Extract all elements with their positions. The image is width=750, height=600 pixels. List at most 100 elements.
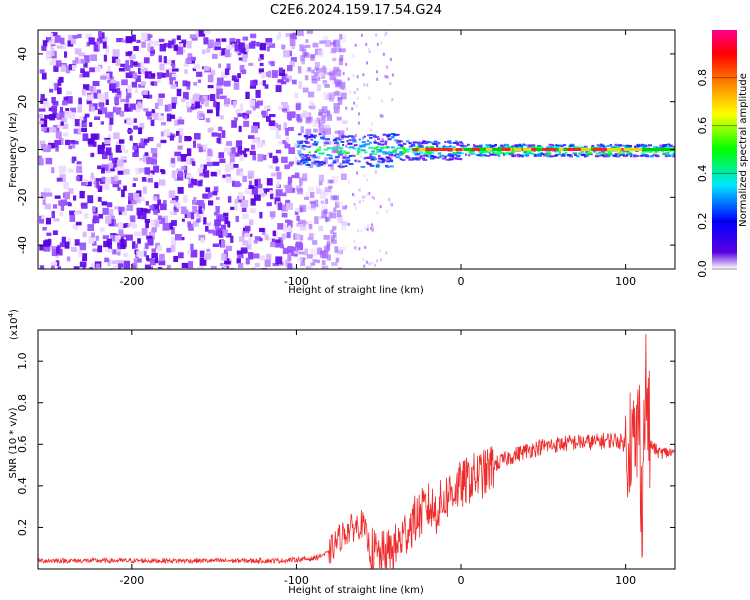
spectrogram-x-axis: -200 -100 0 100 bbox=[119, 30, 636, 288]
heatmap-noise-cell bbox=[98, 214, 104, 219]
heatmap-noise-cell bbox=[281, 44, 286, 50]
heatmap-band-cell bbox=[318, 133, 322, 136]
heatmap-noise-cell bbox=[199, 170, 204, 177]
heatmap-band-cell bbox=[514, 145, 519, 148]
heatmap-noise-cell bbox=[159, 203, 167, 211]
heatmap-band-cell bbox=[377, 154, 381, 157]
heatmap-noise-cell bbox=[338, 58, 343, 66]
heatmap-noise-cell bbox=[147, 238, 154, 246]
heatmap-band-cell bbox=[386, 160, 390, 163]
x-tick-label: -200 bbox=[119, 574, 144, 587]
heatmap-scatter-cell bbox=[380, 41, 383, 45]
heatmap-noise-cell bbox=[321, 204, 328, 211]
heatmap-noise-cell bbox=[275, 189, 283, 196]
heatmap-noise-cell bbox=[314, 216, 319, 225]
heatmap-band-cell bbox=[439, 151, 442, 154]
heatmap-noise-cell bbox=[61, 236, 66, 244]
heatmap-band-cell bbox=[310, 134, 314, 137]
heatmap-band-cell bbox=[401, 140, 404, 143]
heatmap-noise-cell bbox=[176, 88, 182, 97]
heatmap-noise-cell bbox=[103, 54, 107, 62]
heatmap-noise-cell bbox=[138, 84, 145, 88]
heatmap-band-cell bbox=[483, 154, 487, 157]
heatmap-band-cell bbox=[420, 146, 425, 149]
heatmap-noise-cell bbox=[309, 100, 313, 105]
heatmap-noise-cell bbox=[150, 219, 158, 227]
heatmap-noise-cell bbox=[317, 76, 321, 81]
heatmap-band-cell bbox=[360, 165, 366, 168]
heatmap-noise-cell bbox=[283, 50, 290, 58]
heatmap-noise-cell bbox=[41, 144, 47, 151]
heatmap-band-cell bbox=[602, 145, 606, 148]
heatmap-band-cell bbox=[439, 154, 444, 157]
heatmap-noise-cell bbox=[120, 156, 128, 160]
heatmap-noise-cell bbox=[300, 261, 306, 266]
heatmap-band-cell bbox=[322, 161, 326, 164]
heatmap-noise-cell bbox=[111, 88, 119, 93]
heatmap-noise-cell bbox=[224, 68, 230, 75]
heatmap-band-cell bbox=[357, 160, 361, 163]
heatmap-noise-cell bbox=[195, 101, 200, 109]
heatmap-noise-cell bbox=[198, 214, 202, 223]
heatmap-noise-cell bbox=[330, 235, 335, 241]
heatmap-noise-cell bbox=[202, 144, 208, 150]
heatmap-noise-cell bbox=[316, 188, 322, 194]
heatmap-band-cell bbox=[505, 146, 510, 149]
heatmap-peak-cell bbox=[413, 148, 418, 151]
heatmap-peak-cell bbox=[622, 148, 632, 151]
heatmap-noise-cell bbox=[51, 167, 55, 174]
heatmap-band-cell bbox=[519, 154, 524, 157]
heatmap-band-cell bbox=[339, 152, 344, 155]
heatmap-noise-cell bbox=[236, 250, 243, 256]
heatmap-band-cell bbox=[586, 154, 589, 157]
heatmap-noise-cell bbox=[139, 123, 145, 130]
heatmap-band-cell bbox=[502, 153, 505, 156]
heatmap-scatter-cell bbox=[352, 74, 355, 78]
heatmap-noise-cell bbox=[83, 116, 88, 122]
heatmap-peak-cell bbox=[627, 148, 631, 151]
heatmap-noise-cell bbox=[79, 115, 84, 122]
heatmap-noise-cell bbox=[226, 176, 233, 183]
heatmap-scatter-cell bbox=[349, 148, 352, 152]
heatmap-scatter-cell bbox=[345, 106, 348, 110]
heatmap-noise-cell bbox=[59, 107, 63, 113]
heatmap-noise-cell bbox=[229, 152, 236, 158]
heatmap-noise-cell bbox=[41, 72, 47, 80]
heatmap-scatter-cell bbox=[388, 198, 391, 202]
heatmap-noise-cell bbox=[326, 240, 331, 246]
heatmap-noise-cell bbox=[77, 174, 83, 182]
heatmap-noise-cell bbox=[172, 68, 179, 72]
heatmap-band-cell bbox=[375, 153, 377, 155]
heatmap-noise-cell bbox=[51, 97, 56, 104]
heatmap-band-cell bbox=[467, 143, 470, 146]
heatmap-noise-cell bbox=[224, 216, 229, 225]
heatmap-noise-cell bbox=[56, 113, 60, 119]
heatmap-band-cell bbox=[344, 165, 348, 168]
heatmap-noise-cell bbox=[57, 79, 62, 87]
heatmap-noise-cell bbox=[324, 187, 331, 193]
heatmap-noise-cell bbox=[136, 258, 142, 263]
heatmap-noise-cell bbox=[51, 248, 59, 257]
heatmap-noise-cell bbox=[138, 167, 145, 173]
heatmap-scatter-cell bbox=[358, 112, 360, 116]
heatmap-noise-cell bbox=[299, 235, 304, 241]
heatmap-peak-cell bbox=[471, 148, 480, 151]
heatmap-scatter-cell bbox=[373, 196, 376, 200]
heatmap-noise-cell bbox=[108, 242, 113, 250]
heatmap-noise-cell bbox=[151, 109, 155, 114]
heatmap-noise-cell bbox=[204, 99, 210, 107]
heatmap-noise-cell bbox=[114, 206, 120, 210]
heatmap-scatter-cell bbox=[384, 75, 387, 78]
heatmap-noise-cell bbox=[278, 141, 285, 145]
heatmap-noise-cell bbox=[165, 59, 172, 65]
heatmap-noise-cell bbox=[203, 66, 210, 71]
heatmap-noise-cell bbox=[103, 240, 110, 248]
heatmap-noise-cell bbox=[324, 157, 328, 164]
heatmap-noise-cell bbox=[257, 178, 261, 186]
heatmap-noise-cell bbox=[168, 190, 176, 198]
heatmap-band-cell bbox=[652, 146, 658, 148]
heatmap-band-cell bbox=[660, 145, 665, 148]
heatmap-noise-cell bbox=[270, 61, 275, 67]
snr-x-axis-label: Height of straight line (km) bbox=[288, 585, 424, 596]
heatmap-noise-cell bbox=[171, 63, 176, 68]
